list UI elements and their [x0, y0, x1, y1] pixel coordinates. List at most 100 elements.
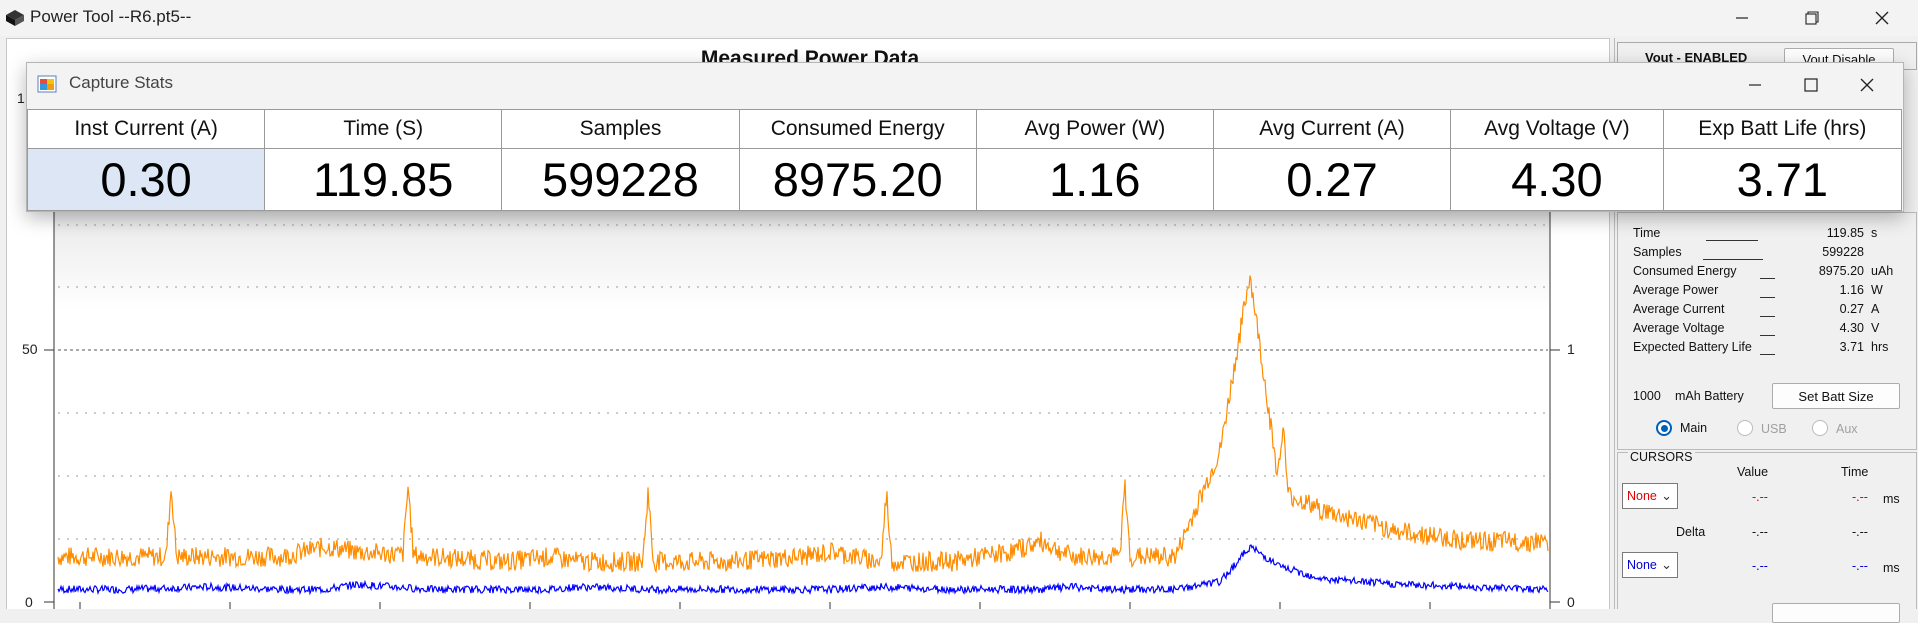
- close-icon: [1860, 78, 1874, 92]
- stat-unit: V: [1871, 321, 1880, 335]
- cursor2-value: -.--: [1752, 559, 1768, 573]
- title-bar: [0, 0, 1918, 36]
- chevron-down-icon: ⌄: [1661, 488, 1672, 503]
- avg-voltage-cell[interactable]: 4.30: [1450, 148, 1664, 211]
- stats-group: [1617, 212, 1917, 450]
- column-header: Avg Voltage (V): [1450, 109, 1664, 149]
- minimize-icon: [1736, 17, 1748, 19]
- popup-maximize-button[interactable]: [1783, 63, 1839, 107]
- chevron-down-icon: ⌄: [1661, 557, 1672, 572]
- stat-unit: uAh: [1871, 264, 1894, 278]
- stat-label: Average Voltage: [1633, 321, 1725, 335]
- cursor2-select[interactable]: None ⌄: [1622, 552, 1678, 578]
- stat-unit: A: [1871, 302, 1880, 316]
- plot-grid: [58, 224, 1548, 540]
- stat-label: Time: [1633, 226, 1661, 240]
- stat-leader-line: [1760, 297, 1775, 298]
- radio-usb[interactable]: [1737, 420, 1753, 436]
- cursor2-time: -.--: [1852, 559, 1868, 573]
- cursor2-select-value: None: [1627, 558, 1657, 572]
- restore-icon: [1805, 11, 1819, 25]
- stat-leader-line: [1706, 240, 1758, 241]
- avg-power-cell[interactable]: 1.16: [975, 148, 1214, 211]
- set-batt-size-button[interactable]: Set Batt Size: [1772, 383, 1900, 409]
- stat-label: Average Current: [1633, 302, 1725, 316]
- consumed-energy-cell[interactable]: 8975.20: [738, 148, 977, 211]
- minimize-icon: [1749, 84, 1761, 86]
- radio-usb-label: USB: [1761, 422, 1787, 436]
- avg-current-cell[interactable]: 0.27: [1212, 148, 1452, 211]
- samples-cell[interactable]: 599228: [501, 148, 740, 211]
- capture-stats-window: Capture Stats Inst Current (A) Time (S) …: [26, 62, 1904, 212]
- stat-leader-line: [1760, 278, 1775, 279]
- column-header: Consumed Energy: [738, 109, 977, 149]
- stat-value: 4.30: [1839, 321, 1864, 335]
- stat-value: 8975.20: [1818, 264, 1864, 278]
- table-header-row: Inst Current (A) Time (S) Samples Consum…: [26, 109, 1903, 149]
- minimize-button[interactable]: [1712, 0, 1772, 36]
- left-tick-label-0: 0: [25, 594, 33, 610]
- column-header: Avg Power (W): [975, 109, 1214, 149]
- time-cell[interactable]: 119.85: [264, 148, 503, 211]
- cursor1-time: -.--: [1852, 490, 1868, 504]
- cursor-time-header: Time: [1841, 465, 1869, 479]
- cursor-action-button[interactable]: [1772, 603, 1900, 623]
- left-tick-label-50: 50: [22, 341, 38, 357]
- battery-value: 1000: [1633, 389, 1661, 403]
- window-app-icon: [37, 75, 57, 93]
- x-axis-ticks: [79, 602, 1431, 609]
- stat-unit: s: [1871, 226, 1878, 240]
- battery-label: mAh Battery: [1675, 389, 1744, 403]
- current-series-line: [57, 275, 1549, 574]
- cursor1-value: -.--: [1752, 490, 1768, 504]
- column-header: Samples: [501, 109, 740, 149]
- power-plot[interactable]: [0, 0, 1614, 609]
- stat-leader-line: [1760, 335, 1775, 336]
- cursors-group: [1617, 452, 1917, 609]
- stat-leader-line: [1703, 259, 1763, 260]
- stat-label: Average Power: [1633, 283, 1719, 297]
- stat-leader-line: [1760, 354, 1775, 355]
- left-axis-top-label: 1: [17, 90, 25, 106]
- cursor-value-header: Value: [1737, 465, 1769, 479]
- exp-batt-life-cell[interactable]: 3.71: [1662, 148, 1903, 211]
- maximize-icon: [1804, 78, 1818, 92]
- stat-label: Consumed Energy: [1633, 264, 1737, 278]
- delta-value: -.--: [1752, 525, 1768, 539]
- right-tick-label-1: 1: [1567, 341, 1575, 357]
- delta-label: Delta: [1676, 525, 1706, 539]
- close-button[interactable]: [1852, 0, 1912, 36]
- stat-unit: W: [1871, 283, 1883, 297]
- column-header: Inst Current (A): [26, 109, 266, 149]
- table-row: 0.30 119.85 599228 8975.20 1.16 0.27 4.3…: [26, 148, 1903, 211]
- popup-title: Capture Stats: [69, 73, 173, 92]
- popup-close-button[interactable]: [1839, 63, 1895, 107]
- app-icon: [6, 10, 24, 26]
- radio-main-label: Main: [1680, 421, 1708, 435]
- right-tick-label-0: 0: [1567, 594, 1575, 610]
- restore-button[interactable]: [1782, 0, 1842, 36]
- stat-value: 1.16: [1839, 283, 1864, 297]
- cursor1-select[interactable]: None ⌄: [1622, 483, 1678, 509]
- radio-main[interactable]: [1656, 420, 1672, 436]
- column-header: Exp Batt Life (hrs): [1662, 109, 1903, 149]
- popup-minimize-button[interactable]: [1727, 63, 1783, 107]
- plot-area: [54, 210, 1550, 609]
- radio-aux[interactable]: [1812, 420, 1828, 436]
- cursor2-unit: ms: [1883, 561, 1900, 575]
- stat-label: Expected Battery Life: [1633, 340, 1752, 354]
- delta-time: -.--: [1852, 525, 1868, 539]
- inst-current-cell[interactable]: 0.30: [26, 148, 266, 211]
- capture-stats-table: Inst Current (A) Time (S) Samples Consum…: [26, 109, 1903, 211]
- stat-unit: hrs: [1871, 340, 1889, 354]
- stat-value: 119.85: [1826, 226, 1864, 240]
- stat-leader-line: [1760, 316, 1775, 317]
- cursor1-unit: ms: [1883, 492, 1900, 506]
- cursors-title: CURSORS: [1628, 450, 1695, 464]
- radio-aux-label: Aux: [1836, 422, 1858, 436]
- column-header: Avg Current (A): [1212, 109, 1452, 149]
- column-header: Time (S): [264, 109, 503, 149]
- stat-value: 599228: [1822, 245, 1864, 259]
- vout-status: Vout - ENABLED: [1645, 50, 1748, 65]
- window-title: Power Tool --R6.pt5--: [30, 7, 192, 26]
